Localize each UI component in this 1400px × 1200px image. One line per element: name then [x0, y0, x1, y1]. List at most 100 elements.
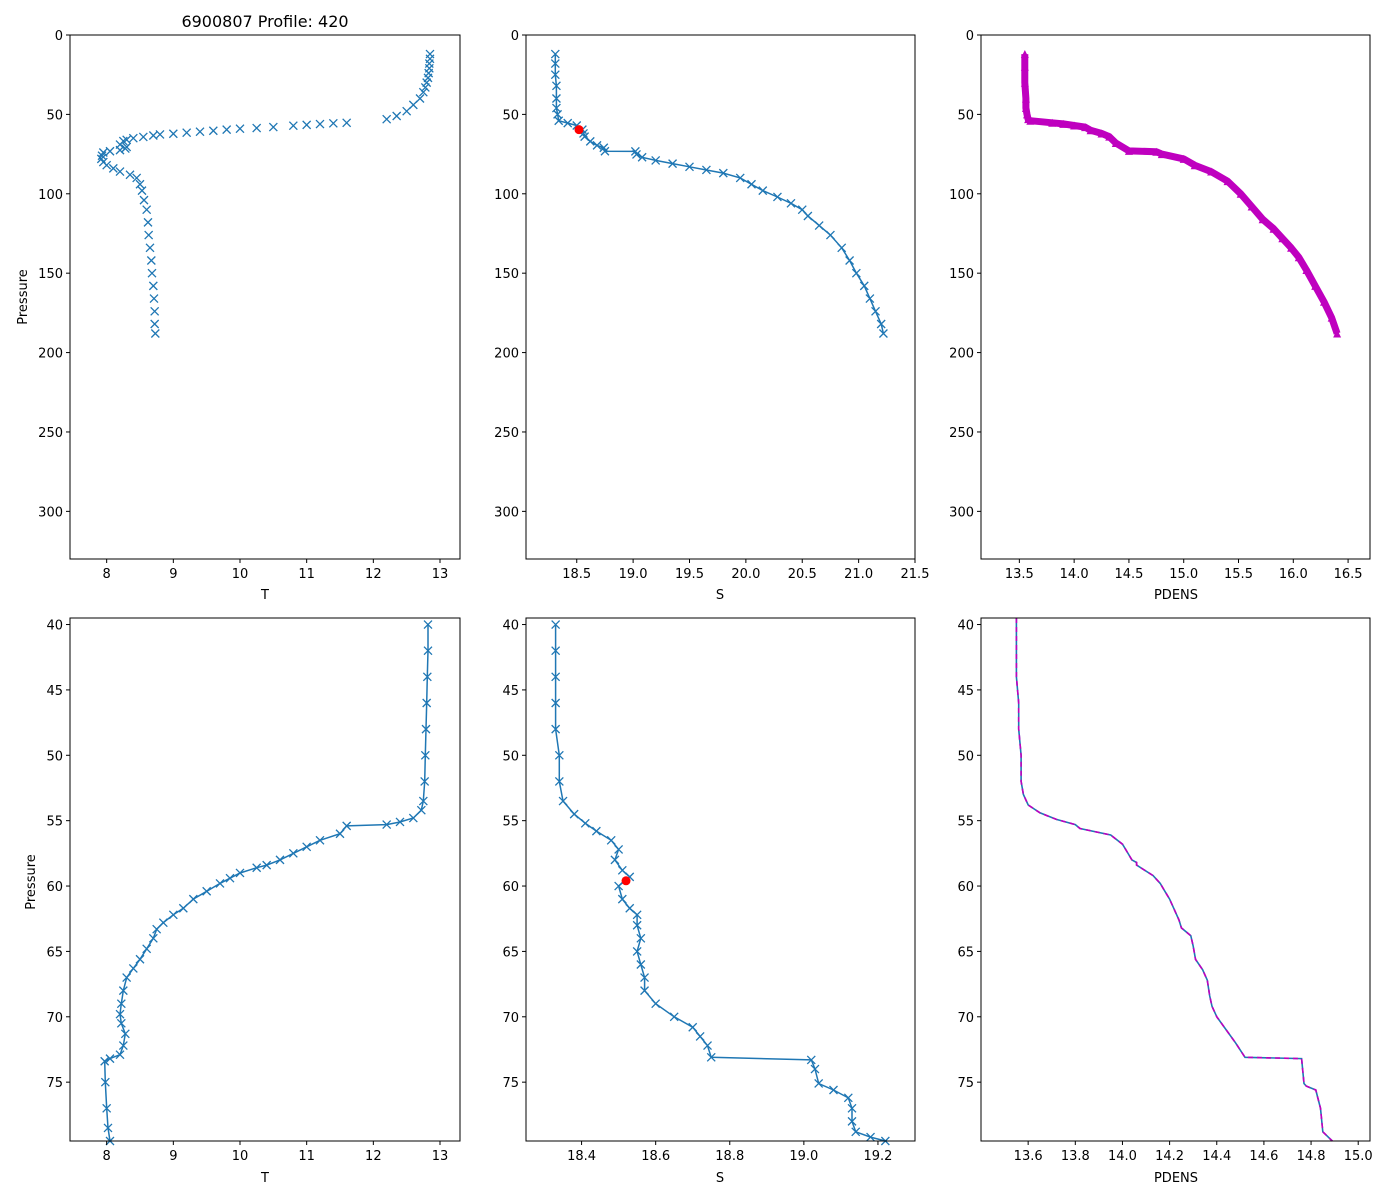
y-tick-label: 150	[38, 267, 63, 282]
data-point-marker	[843, 1093, 853, 1103]
data-point-marker	[614, 844, 624, 854]
data-point-marker	[632, 910, 642, 920]
x-tick-label: 11	[298, 567, 315, 582]
y-tick-label: 50	[46, 108, 63, 123]
x-tick-label: 12	[365, 567, 382, 582]
data-point-marker	[420, 82, 430, 92]
data-point-marker	[851, 1127, 861, 1137]
data-point-marker	[772, 192, 782, 202]
data-point-marker	[128, 133, 138, 143]
x-tick-label: 18.6	[641, 1149, 670, 1164]
y-tick-label: 45	[957, 684, 974, 699]
y-ticks-1: 0 50 100 150 200 250 300	[38, 29, 70, 520]
data-point-marker	[810, 1064, 820, 1074]
data-point-marker	[423, 646, 433, 656]
data-point-marker	[803, 211, 813, 221]
x-tick-label: 15.0	[1169, 567, 1198, 582]
data-point-marker	[420, 776, 430, 786]
y-tick-label: 100	[949, 188, 974, 203]
data-point-marker	[1124, 146, 1133, 155]
data-point-marker	[402, 106, 412, 116]
x-tick-label: 19.2	[863, 1149, 892, 1164]
y-tick-label: 40	[46, 619, 63, 634]
data-point-marker	[1152, 147, 1161, 156]
data-point-marker	[122, 973, 132, 983]
x-tick-label: 18.4	[567, 1149, 596, 1164]
data-point-marker	[178, 903, 188, 913]
y-tick-label: 45	[46, 684, 63, 699]
data-point-marker	[302, 120, 312, 130]
data-point-marker	[865, 294, 875, 304]
data-point-marker	[116, 999, 126, 1009]
data-point-marker	[829, 1085, 838, 1095]
plot-area-3	[1020, 50, 1342, 338]
y-axis-label-4: Pressure	[24, 854, 39, 910]
y-tick-label: 60	[46, 880, 63, 895]
y-tick-label: 150	[494, 267, 519, 282]
data-point-marker	[168, 129, 178, 139]
data-point-marker	[100, 1077, 110, 1087]
data-point-marker	[551, 672, 561, 682]
x-ticks-1: 8 9 10 11 12 13	[103, 559, 448, 582]
x-tick-label: 14.6	[1249, 1149, 1278, 1164]
data-point-marker	[222, 125, 232, 135]
data-point-marker	[103, 1123, 113, 1133]
profile-line	[554, 624, 886, 1142]
data-point-marker	[871, 306, 880, 316]
data-point-marker	[143, 217, 153, 227]
data-point-marker	[866, 1132, 876, 1142]
data-point-marker	[420, 750, 430, 760]
data-point-marker	[408, 813, 418, 823]
data-point-marker	[102, 1103, 112, 1113]
data-point-marker	[195, 127, 205, 137]
data-point-marker	[108, 163, 118, 173]
data-point-marker	[302, 842, 312, 852]
data-point-marker	[786, 198, 796, 208]
data-point-marker	[814, 1079, 824, 1088]
data-point-marker	[747, 179, 756, 189]
y-tick-label: 50	[46, 749, 63, 764]
data-point-marker	[837, 243, 847, 253]
x-tick-label: 20.0	[731, 567, 760, 582]
axes-frame-5	[525, 617, 916, 1142]
x-tick-label: 11	[298, 1149, 315, 1164]
data-point-marker	[423, 620, 433, 629]
y-tick-label: 70	[957, 1011, 974, 1026]
y-tick-label: 45	[502, 684, 519, 699]
data-point-marker	[1258, 215, 1267, 224]
y-tick-label: 250	[949, 426, 974, 441]
data-point-marker	[188, 894, 198, 904]
y-tick-label: 300	[494, 505, 519, 520]
data-point-marker	[105, 1054, 115, 1064]
data-point-marker	[135, 954, 145, 964]
data-point-marker	[851, 268, 861, 278]
data-point-marker	[120, 1029, 130, 1039]
data-point-marker	[150, 319, 160, 329]
data-point-marker	[1023, 110, 1032, 119]
data-point-marker	[563, 118, 573, 128]
data-point-marker	[551, 81, 561, 91]
data-point-marker	[1111, 138, 1120, 147]
y-tick-label: 0	[55, 29, 63, 44]
y-ticks-3: 0 50 100 150 200 250 300	[949, 29, 981, 520]
x-tick-label: 13.5	[1005, 567, 1034, 582]
data-point-marker	[806, 1055, 816, 1065]
data-point-marker	[550, 59, 560, 69]
y-tick-label: 60	[502, 880, 519, 895]
data-point-marker	[640, 973, 650, 983]
data-point-marker	[859, 281, 869, 291]
data-point-marker	[144, 230, 154, 240]
data-point-marker	[636, 933, 646, 943]
y-ticks-4: 40 45 50 55 60 65 70 75	[46, 619, 70, 1091]
x-axis-label-4: T	[260, 1171, 269, 1186]
data-point-marker	[1247, 202, 1256, 211]
data-point-marker	[1287, 243, 1296, 252]
data-point-marker	[1236, 189, 1245, 198]
y-tick-label: 200	[38, 347, 63, 362]
axes-frame-2	[525, 34, 916, 560]
data-point-marker	[1333, 329, 1342, 338]
y-tick-label: 50	[502, 749, 519, 764]
y-ticks-2: 0 50 100 150 200 250 300	[494, 29, 526, 520]
data-point-marker	[139, 195, 149, 205]
data-point-marker	[551, 94, 561, 103]
